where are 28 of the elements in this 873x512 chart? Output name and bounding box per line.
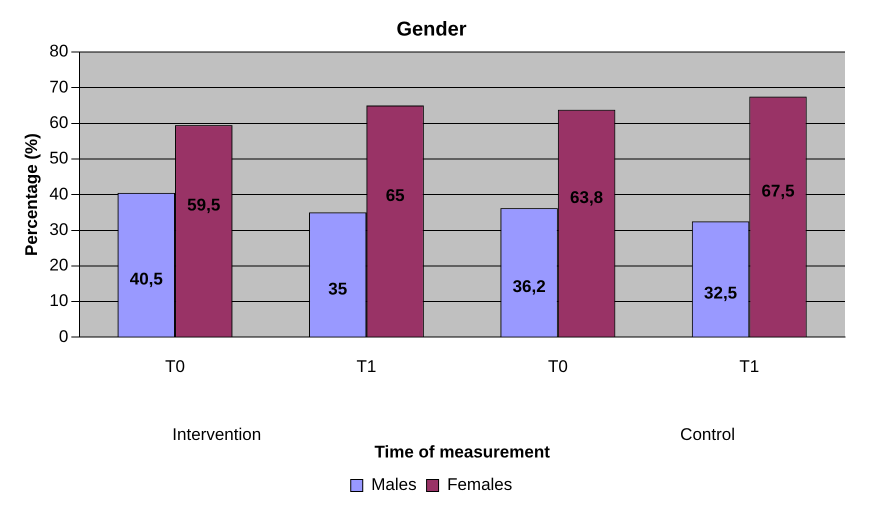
data-label: 35 — [328, 279, 348, 298]
data-label: 32,5 — [704, 284, 738, 303]
text: Intervention — [172, 424, 262, 444]
y-tick-label: 80 — [49, 42, 68, 61]
x-tick-label: T0 — [165, 357, 185, 376]
y-tick-label: 40 — [49, 184, 68, 204]
x-tick-label: T1 — [739, 357, 760, 376]
data-label: 67,5 — [761, 181, 795, 200]
x-tick-label: T1 — [356, 357, 376, 376]
y-tick-label: 30 — [49, 220, 68, 239]
data-label: 63,8 — [570, 188, 604, 207]
text: Control — [680, 424, 735, 444]
y-tick-label: 10 — [49, 291, 68, 310]
data-label: 36,2 — [512, 277, 546, 296]
data-label: 65 — [386, 186, 405, 205]
y-tick-label: 50 — [49, 148, 68, 168]
y-tick-label: 60 — [49, 112, 68, 132]
legend-label: Females — [447, 475, 512, 494]
y-tick-label: 70 — [49, 77, 68, 96]
x-axis-title: Time of measurement — [374, 442, 550, 462]
y-axis-title: Percentage (%) — [22, 133, 41, 256]
chart-title: Gender — [396, 18, 467, 41]
y-tick-label: 20 — [49, 256, 68, 275]
y-tick-label: 0 — [58, 326, 68, 346]
data-label: 59,5 — [187, 196, 220, 215]
data-label: 40,5 — [130, 269, 163, 288]
x-tick-label: T0 — [548, 357, 568, 376]
legend-label: Males — [371, 475, 417, 494]
